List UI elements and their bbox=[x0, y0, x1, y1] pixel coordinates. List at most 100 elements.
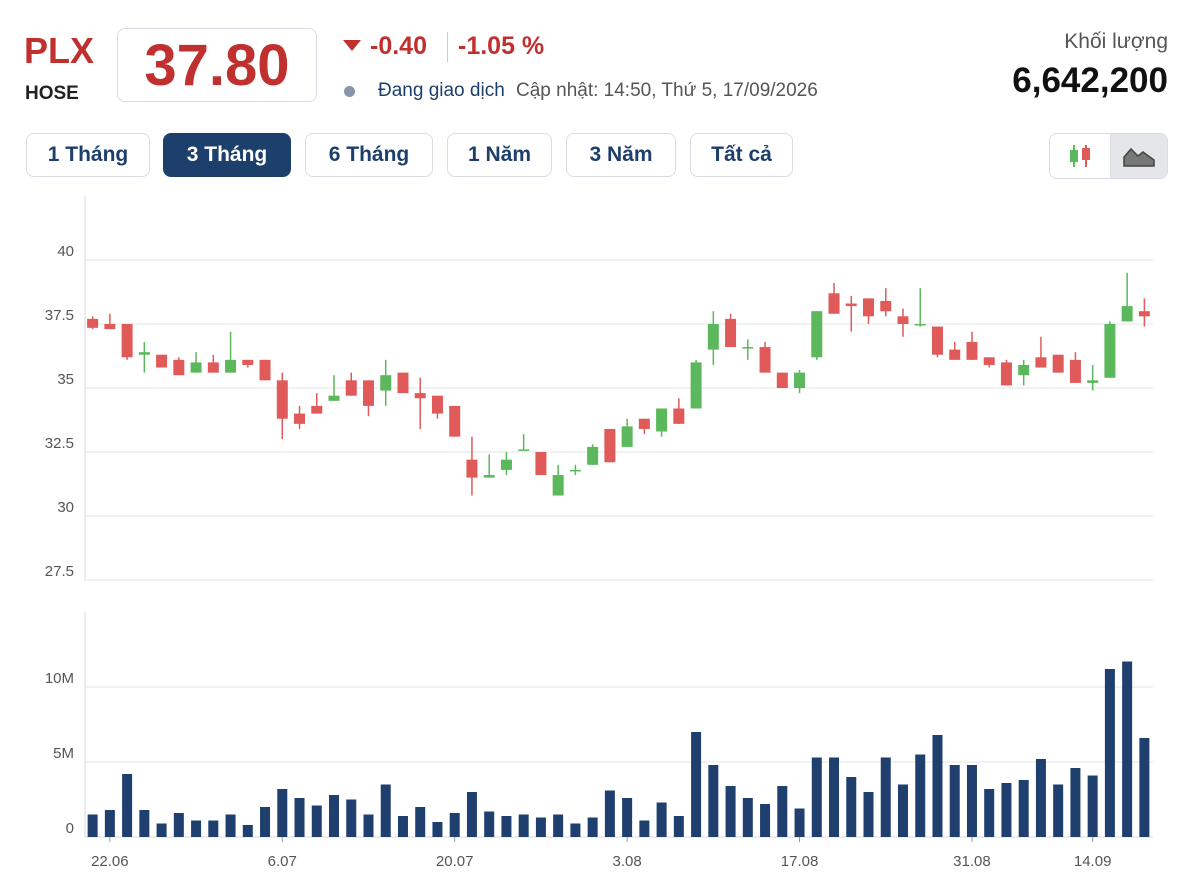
range-tab[interactable]: 1 Năm bbox=[447, 133, 552, 177]
volume-bar bbox=[639, 820, 650, 837]
volume-bar bbox=[863, 792, 874, 837]
volume-bar bbox=[553, 814, 564, 837]
candle-icon bbox=[1070, 145, 1090, 167]
change-percent: -1.05 % bbox=[458, 32, 545, 60]
candle-body bbox=[500, 459, 512, 470]
volume-bar bbox=[225, 814, 236, 837]
volume-label: Khối lượng bbox=[1064, 30, 1168, 53]
candle-body bbox=[294, 413, 306, 424]
x-tick-label: 3.08 bbox=[613, 853, 642, 870]
candle-button[interactable] bbox=[1050, 134, 1110, 178]
area-icon bbox=[1123, 147, 1155, 167]
volume-bar bbox=[501, 816, 512, 837]
candle-body bbox=[759, 347, 771, 373]
volume-bar bbox=[432, 822, 443, 837]
candle-body bbox=[345, 380, 357, 396]
candle-body bbox=[173, 359, 185, 376]
candle-body bbox=[897, 316, 909, 324]
candle-body bbox=[863, 298, 875, 317]
volume-bar bbox=[260, 807, 271, 837]
price-box: 37.80 bbox=[117, 28, 317, 102]
candle-body bbox=[1052, 354, 1064, 373]
down-arrow bbox=[343, 40, 361, 51]
candle-body bbox=[638, 418, 650, 429]
range-tab[interactable]: 3 Tháng bbox=[163, 133, 291, 177]
volume-bar bbox=[570, 823, 581, 837]
x-tick-label: 6.07 bbox=[268, 853, 297, 870]
range-tab[interactable]: 3 Năm bbox=[566, 133, 676, 177]
volume-bar bbox=[725, 786, 736, 837]
y-tick-label: 37.5 bbox=[45, 307, 74, 324]
y-tick-label: 30 bbox=[57, 499, 74, 516]
volume-bar bbox=[897, 784, 908, 837]
candle-body bbox=[811, 311, 823, 358]
candle-body bbox=[431, 395, 443, 414]
range-tab[interactable]: Tất cả bbox=[690, 133, 793, 177]
y-tick-label: 32.5 bbox=[45, 435, 74, 452]
x-tick-label: 17.08 bbox=[781, 853, 819, 870]
volume-bar bbox=[397, 816, 408, 837]
candle-body bbox=[207, 362, 219, 373]
volume-bar bbox=[156, 823, 167, 837]
volume-bar bbox=[294, 798, 305, 837]
candle-body bbox=[362, 380, 374, 406]
volume-bar bbox=[208, 820, 219, 837]
volume-bar bbox=[691, 732, 702, 837]
candle-body bbox=[707, 324, 719, 350]
volume-bar bbox=[518, 814, 529, 837]
volume-bar bbox=[932, 735, 943, 837]
volume-bar bbox=[449, 813, 460, 837]
candle-body bbox=[604, 428, 616, 463]
candle-body bbox=[259, 359, 271, 381]
volume-bar bbox=[1139, 738, 1150, 837]
candle-body bbox=[328, 395, 340, 401]
change: -0.40 bbox=[370, 32, 427, 60]
volume-bar bbox=[949, 765, 960, 837]
volume-bar bbox=[191, 820, 202, 837]
candle-body bbox=[483, 475, 495, 478]
candle-body bbox=[776, 372, 788, 388]
candle-body bbox=[276, 380, 288, 419]
candle-body bbox=[552, 475, 564, 496]
candle-body bbox=[587, 446, 599, 465]
range-tab[interactable]: 6 Tháng bbox=[305, 133, 433, 177]
status-dot bbox=[344, 86, 355, 97]
candle-body bbox=[414, 393, 426, 399]
candle-body bbox=[190, 362, 202, 373]
volume-bar bbox=[1053, 784, 1064, 837]
volume-bar bbox=[466, 792, 477, 837]
volume-bar bbox=[673, 816, 684, 837]
volume-bar bbox=[484, 811, 495, 837]
volume-bar bbox=[604, 790, 615, 837]
volume-bar bbox=[984, 789, 995, 837]
area-button[interactable] bbox=[1110, 134, 1167, 178]
volume-bar bbox=[915, 754, 926, 837]
candle-body bbox=[1069, 359, 1081, 383]
volume-bar bbox=[622, 798, 633, 837]
volume-bar bbox=[87, 814, 98, 837]
y-tick-label: 10M bbox=[45, 670, 74, 687]
candle-body bbox=[845, 303, 857, 307]
candle-body bbox=[311, 405, 323, 414]
candle-body bbox=[656, 408, 668, 432]
updated: Cập nhật: 14:50, Thứ 5, 17/09/2026 bbox=[516, 80, 818, 101]
candle-body bbox=[794, 372, 806, 388]
volume-bar bbox=[173, 813, 184, 837]
volume-bar bbox=[794, 808, 805, 837]
candle-body bbox=[1087, 380, 1099, 383]
candle-body bbox=[466, 459, 478, 478]
candle-body bbox=[121, 324, 133, 358]
candle-body bbox=[225, 359, 237, 373]
volume-bar bbox=[139, 810, 150, 837]
volume-bar bbox=[708, 765, 719, 837]
volume-bar bbox=[380, 784, 391, 837]
volume-bar bbox=[535, 817, 546, 837]
volume-bar bbox=[966, 765, 977, 837]
volume-bar bbox=[1035, 759, 1046, 837]
range-tab[interactable]: 1 Tháng bbox=[26, 133, 150, 177]
candle-body bbox=[1000, 362, 1012, 386]
volume: 6,642,200 bbox=[1012, 61, 1168, 100]
candle-body bbox=[983, 357, 995, 365]
volume-bar bbox=[777, 786, 788, 837]
volume-bar bbox=[811, 757, 822, 837]
